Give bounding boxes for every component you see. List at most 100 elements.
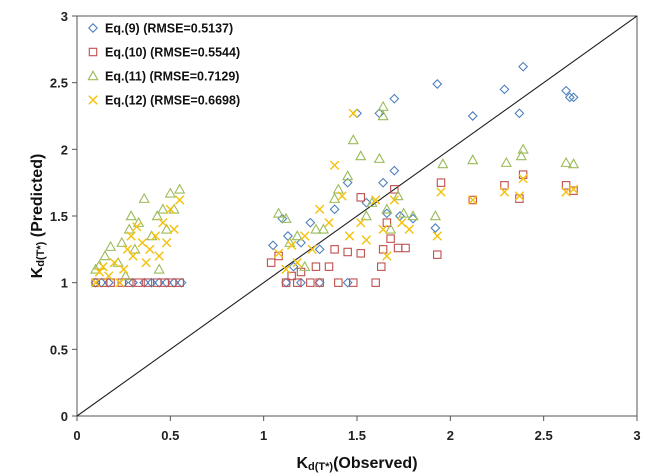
data-point (518, 61, 529, 72)
data-point (300, 231, 310, 241)
data-point (361, 235, 372, 245)
x-tick-label: 1 (260, 428, 267, 443)
x-axis-title-rest: (Observed) (333, 455, 417, 472)
data-point (274, 251, 283, 261)
data-point (404, 224, 414, 235)
data-point (306, 278, 315, 287)
data-point (154, 251, 164, 261)
data-point (141, 257, 151, 268)
legend-label: Eq.(12) (RMSE=0.6698) (105, 94, 240, 108)
data-point (153, 263, 165, 274)
data-point (389, 195, 400, 205)
legend-marker (87, 70, 99, 81)
legend-marker (88, 47, 98, 57)
data-point (377, 100, 389, 111)
legend-marker (88, 23, 98, 33)
data-point (561, 187, 571, 197)
data-point (561, 85, 572, 96)
data-point (281, 278, 291, 287)
data-point (389, 165, 400, 176)
data-point (342, 177, 353, 188)
data-point (378, 224, 388, 235)
y-tick-label: 3 (61, 9, 68, 24)
data-point (104, 240, 117, 251)
data-point (174, 195, 185, 205)
plot-area (76, 15, 638, 417)
data-point (129, 243, 141, 254)
data-point (291, 230, 303, 241)
data-point (377, 262, 386, 271)
data-point (122, 244, 133, 255)
y-tick-label: 2.5 (50, 76, 68, 91)
data-point (299, 260, 311, 271)
data-point (134, 278, 143, 287)
data-point (390, 185, 399, 194)
data-point (328, 192, 341, 203)
data-point (499, 187, 510, 197)
data-point (467, 154, 479, 165)
data-point (137, 237, 148, 248)
data-point (377, 110, 389, 121)
data-point (132, 216, 145, 227)
data-point (384, 223, 397, 234)
data-point (381, 208, 392, 219)
data-point (305, 217, 316, 228)
legend-entry: Eq.(12) (RMSE=0.6698) (88, 94, 240, 108)
data-point (94, 267, 105, 277)
data-point (314, 244, 325, 255)
data-point (517, 143, 529, 154)
data-point (145, 244, 155, 255)
data-point (356, 249, 365, 258)
data-point (99, 250, 111, 261)
series-2 (91, 170, 578, 287)
data-point (360, 210, 372, 221)
data-point (128, 251, 138, 261)
data-point (344, 231, 355, 241)
data-point (143, 278, 153, 287)
x-tick-label: 0.5 (161, 428, 179, 443)
data-point (132, 221, 142, 232)
data-point (273, 248, 284, 259)
data-point (347, 134, 359, 145)
data-point (125, 210, 137, 221)
data-point (397, 217, 407, 228)
x-tick-label: 2 (447, 428, 454, 443)
data-point (311, 262, 321, 271)
data-point (370, 195, 381, 205)
data-point (382, 251, 392, 261)
data-point (157, 203, 169, 214)
data-point (314, 277, 325, 288)
data-point (430, 223, 441, 233)
data-point (90, 277, 101, 288)
data-point (568, 184, 579, 195)
y-axis-title-sub: d(T*) (35, 241, 47, 266)
data-point (116, 236, 128, 247)
data-point (343, 247, 352, 257)
data-point (515, 194, 524, 203)
data-point (337, 191, 347, 201)
data-point (324, 217, 334, 228)
legend-label: Eq.(11) (RMSE=0.7129) (105, 70, 239, 84)
data-point (407, 210, 419, 221)
data-point (115, 277, 125, 288)
data-point (109, 257, 120, 268)
data-point (500, 181, 509, 190)
y-tick-label: 0.5 (50, 342, 68, 357)
data-point (175, 278, 184, 287)
data-point (560, 156, 572, 167)
data-point (174, 183, 186, 194)
data-point (355, 150, 367, 161)
data-point (281, 264, 291, 275)
data-point (314, 204, 325, 215)
data-point (296, 237, 306, 248)
data-point (329, 204, 340, 215)
data-point (317, 223, 330, 234)
data-point (373, 152, 386, 163)
data-point (567, 158, 580, 169)
data-point (433, 250, 442, 259)
data-point (287, 271, 296, 281)
data-point (161, 237, 172, 248)
data-point (293, 278, 302, 287)
data-point (436, 187, 446, 197)
data-point (106, 278, 115, 287)
